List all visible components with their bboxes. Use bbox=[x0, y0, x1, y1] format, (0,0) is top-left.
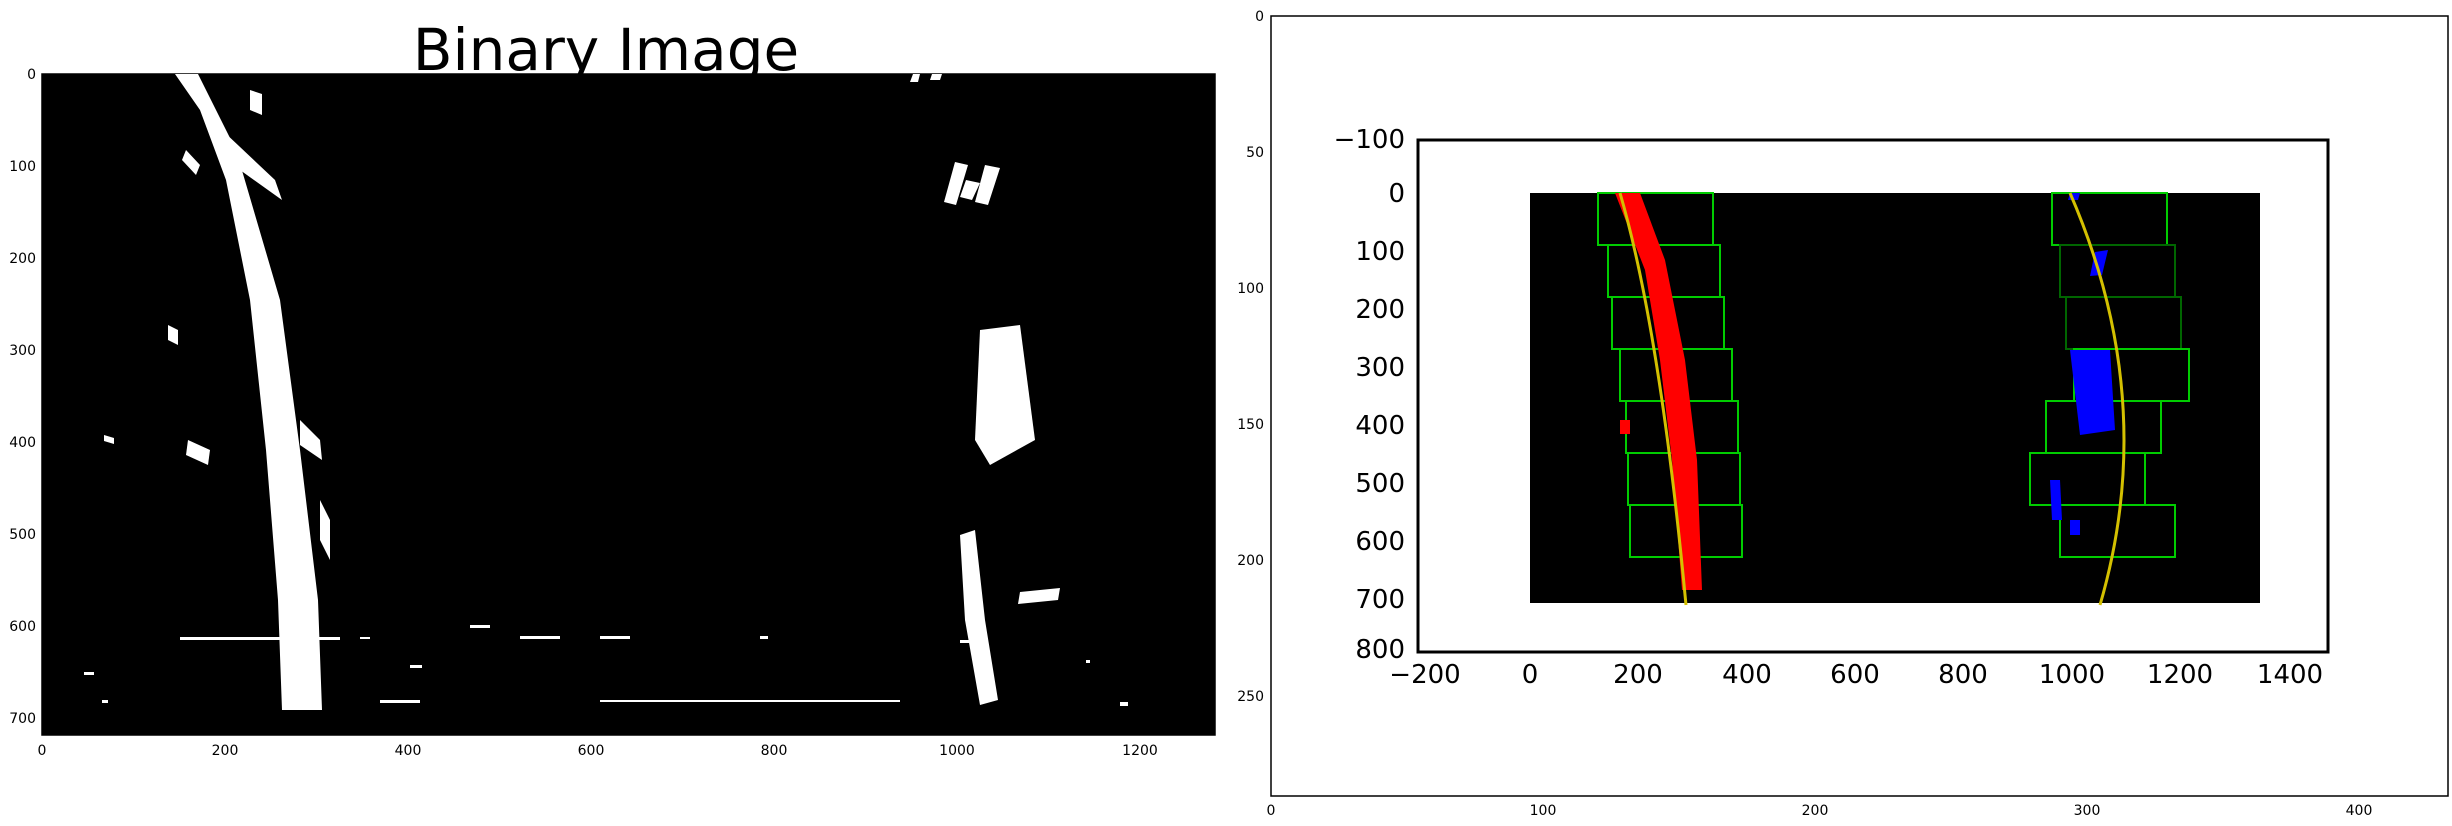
x-tick-label: 200 bbox=[1613, 660, 1663, 690]
binary-image-panel: Binary Image bbox=[9, 16, 1216, 759]
x-tick-label: −200 bbox=[1389, 660, 1460, 690]
lane-fit-panel: 0 100 200 300 400 0 50 100 150 200 250 bbox=[1237, 9, 2449, 819]
y-tick-label: 800 bbox=[1355, 635, 1405, 665]
right-lane-fit-line bbox=[2068, 192, 2126, 606]
binary-image-area bbox=[41, 73, 1216, 736]
x-tick-label: 300 bbox=[2074, 803, 2101, 819]
left-lane-red-pixels bbox=[1620, 420, 1630, 434]
y-tick-label: 300 bbox=[1355, 353, 1405, 383]
left-lane-red-pixels bbox=[1615, 193, 1702, 590]
y-tick-label: 100 bbox=[1355, 237, 1405, 267]
y-tick-label: 50 bbox=[1246, 145, 1264, 161]
left-lane-pixels bbox=[104, 74, 330, 710]
x-tick-label: 200 bbox=[1802, 803, 1829, 819]
y-tick-label: 300 bbox=[9, 343, 36, 359]
y-tick-label: 150 bbox=[1237, 417, 1264, 433]
y-tick-label: 100 bbox=[1237, 281, 1264, 297]
right-lane-blue-pixels bbox=[2050, 193, 2115, 535]
y-tick-label: 100 bbox=[9, 159, 36, 175]
x-tick-label: 0 bbox=[1522, 660, 1539, 690]
y-tick-label: 600 bbox=[9, 619, 36, 635]
inner-x-axis: −200 0 200 400 600 800 1000 1200 1400 bbox=[1389, 660, 2323, 690]
y-tick-label: 600 bbox=[1355, 527, 1405, 557]
y-tick-label: 0 bbox=[27, 67, 36, 83]
outer-x-axis: 0 100 200 300 400 bbox=[1267, 803, 2373, 819]
x-tick-label: 600 bbox=[578, 743, 605, 759]
x-tick-label: 100 bbox=[1530, 803, 1557, 819]
binary-x-axis: 0 200 400 600 800 1000 1200 bbox=[38, 743, 1158, 759]
binary-y-axis: 0 100 200 300 400 500 600 700 bbox=[9, 67, 36, 727]
left-lane-fit-line bbox=[1618, 192, 1688, 606]
y-tick-label: −100 bbox=[1334, 125, 1405, 155]
binary-image-title: Binary Image bbox=[413, 16, 799, 84]
x-tick-label: 0 bbox=[38, 743, 47, 759]
x-tick-label: 0 bbox=[1267, 803, 1276, 819]
y-tick-label: 0 bbox=[1388, 179, 1405, 209]
y-tick-label: 200 bbox=[9, 251, 36, 267]
x-tick-label: 400 bbox=[395, 743, 422, 759]
y-tick-label: 700 bbox=[1355, 585, 1405, 615]
x-tick-label: 1000 bbox=[939, 743, 975, 759]
y-tick-label: 500 bbox=[1355, 469, 1405, 499]
y-tick-label: 200 bbox=[1355, 295, 1405, 325]
x-tick-label: 400 bbox=[1722, 660, 1772, 690]
inner-y-axis: −100 0 100 200 300 400 500 600 700 800 bbox=[1334, 125, 1405, 665]
right-lane-pixels bbox=[910, 74, 1060, 705]
y-tick-label: 400 bbox=[1355, 411, 1405, 441]
x-tick-label: 800 bbox=[761, 743, 788, 759]
x-tick-label: 600 bbox=[1830, 660, 1880, 690]
noise-specks bbox=[84, 625, 1128, 706]
y-tick-label: 250 bbox=[1237, 689, 1264, 705]
x-tick-label: 400 bbox=[2346, 803, 2373, 819]
y-tick-label: 500 bbox=[9, 527, 36, 543]
y-tick-label: 200 bbox=[1237, 553, 1264, 569]
y-tick-label: 400 bbox=[9, 435, 36, 451]
x-tick-label: 1400 bbox=[2257, 660, 2323, 690]
x-tick-label: 800 bbox=[1938, 660, 1988, 690]
right-search-windows bbox=[2029, 192, 2190, 558]
x-tick-label: 1200 bbox=[2147, 660, 2213, 690]
x-tick-label: 1200 bbox=[1122, 743, 1158, 759]
y-tick-label: 700 bbox=[9, 711, 36, 727]
x-tick-label: 200 bbox=[212, 743, 239, 759]
x-tick-label: 1000 bbox=[2039, 660, 2105, 690]
outer-y-axis: 0 50 100 150 200 250 bbox=[1237, 9, 1264, 705]
y-tick-label: 0 bbox=[1255, 9, 1264, 25]
inner-plot: −200 0 200 400 600 800 1000 1200 1400 −1… bbox=[1334, 125, 2330, 690]
